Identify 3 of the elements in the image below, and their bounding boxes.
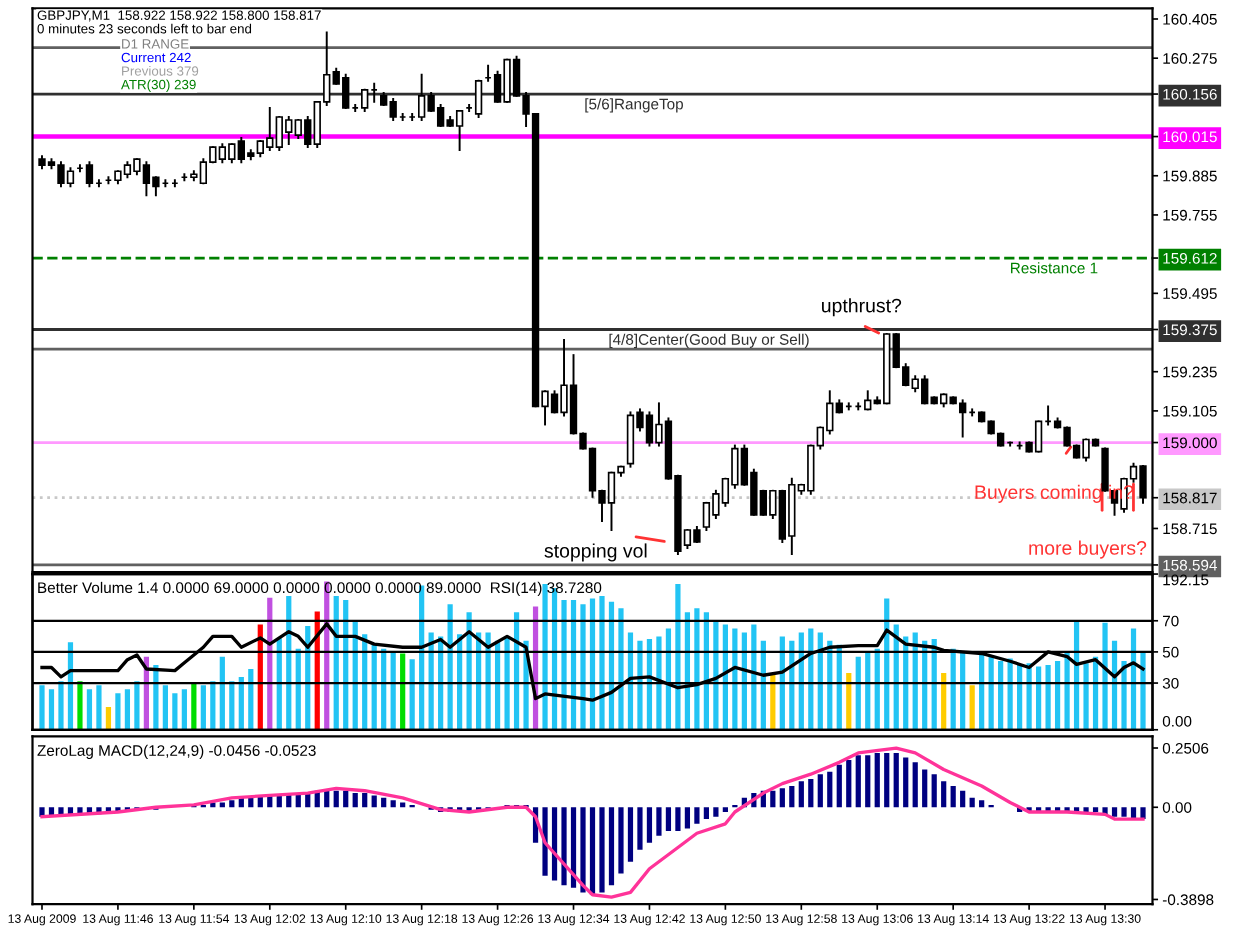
- annotation: more buyers?: [1029, 540, 1147, 559]
- annotation: stopping vol: [544, 543, 647, 562]
- annotation: upthrust?: [822, 298, 902, 317]
